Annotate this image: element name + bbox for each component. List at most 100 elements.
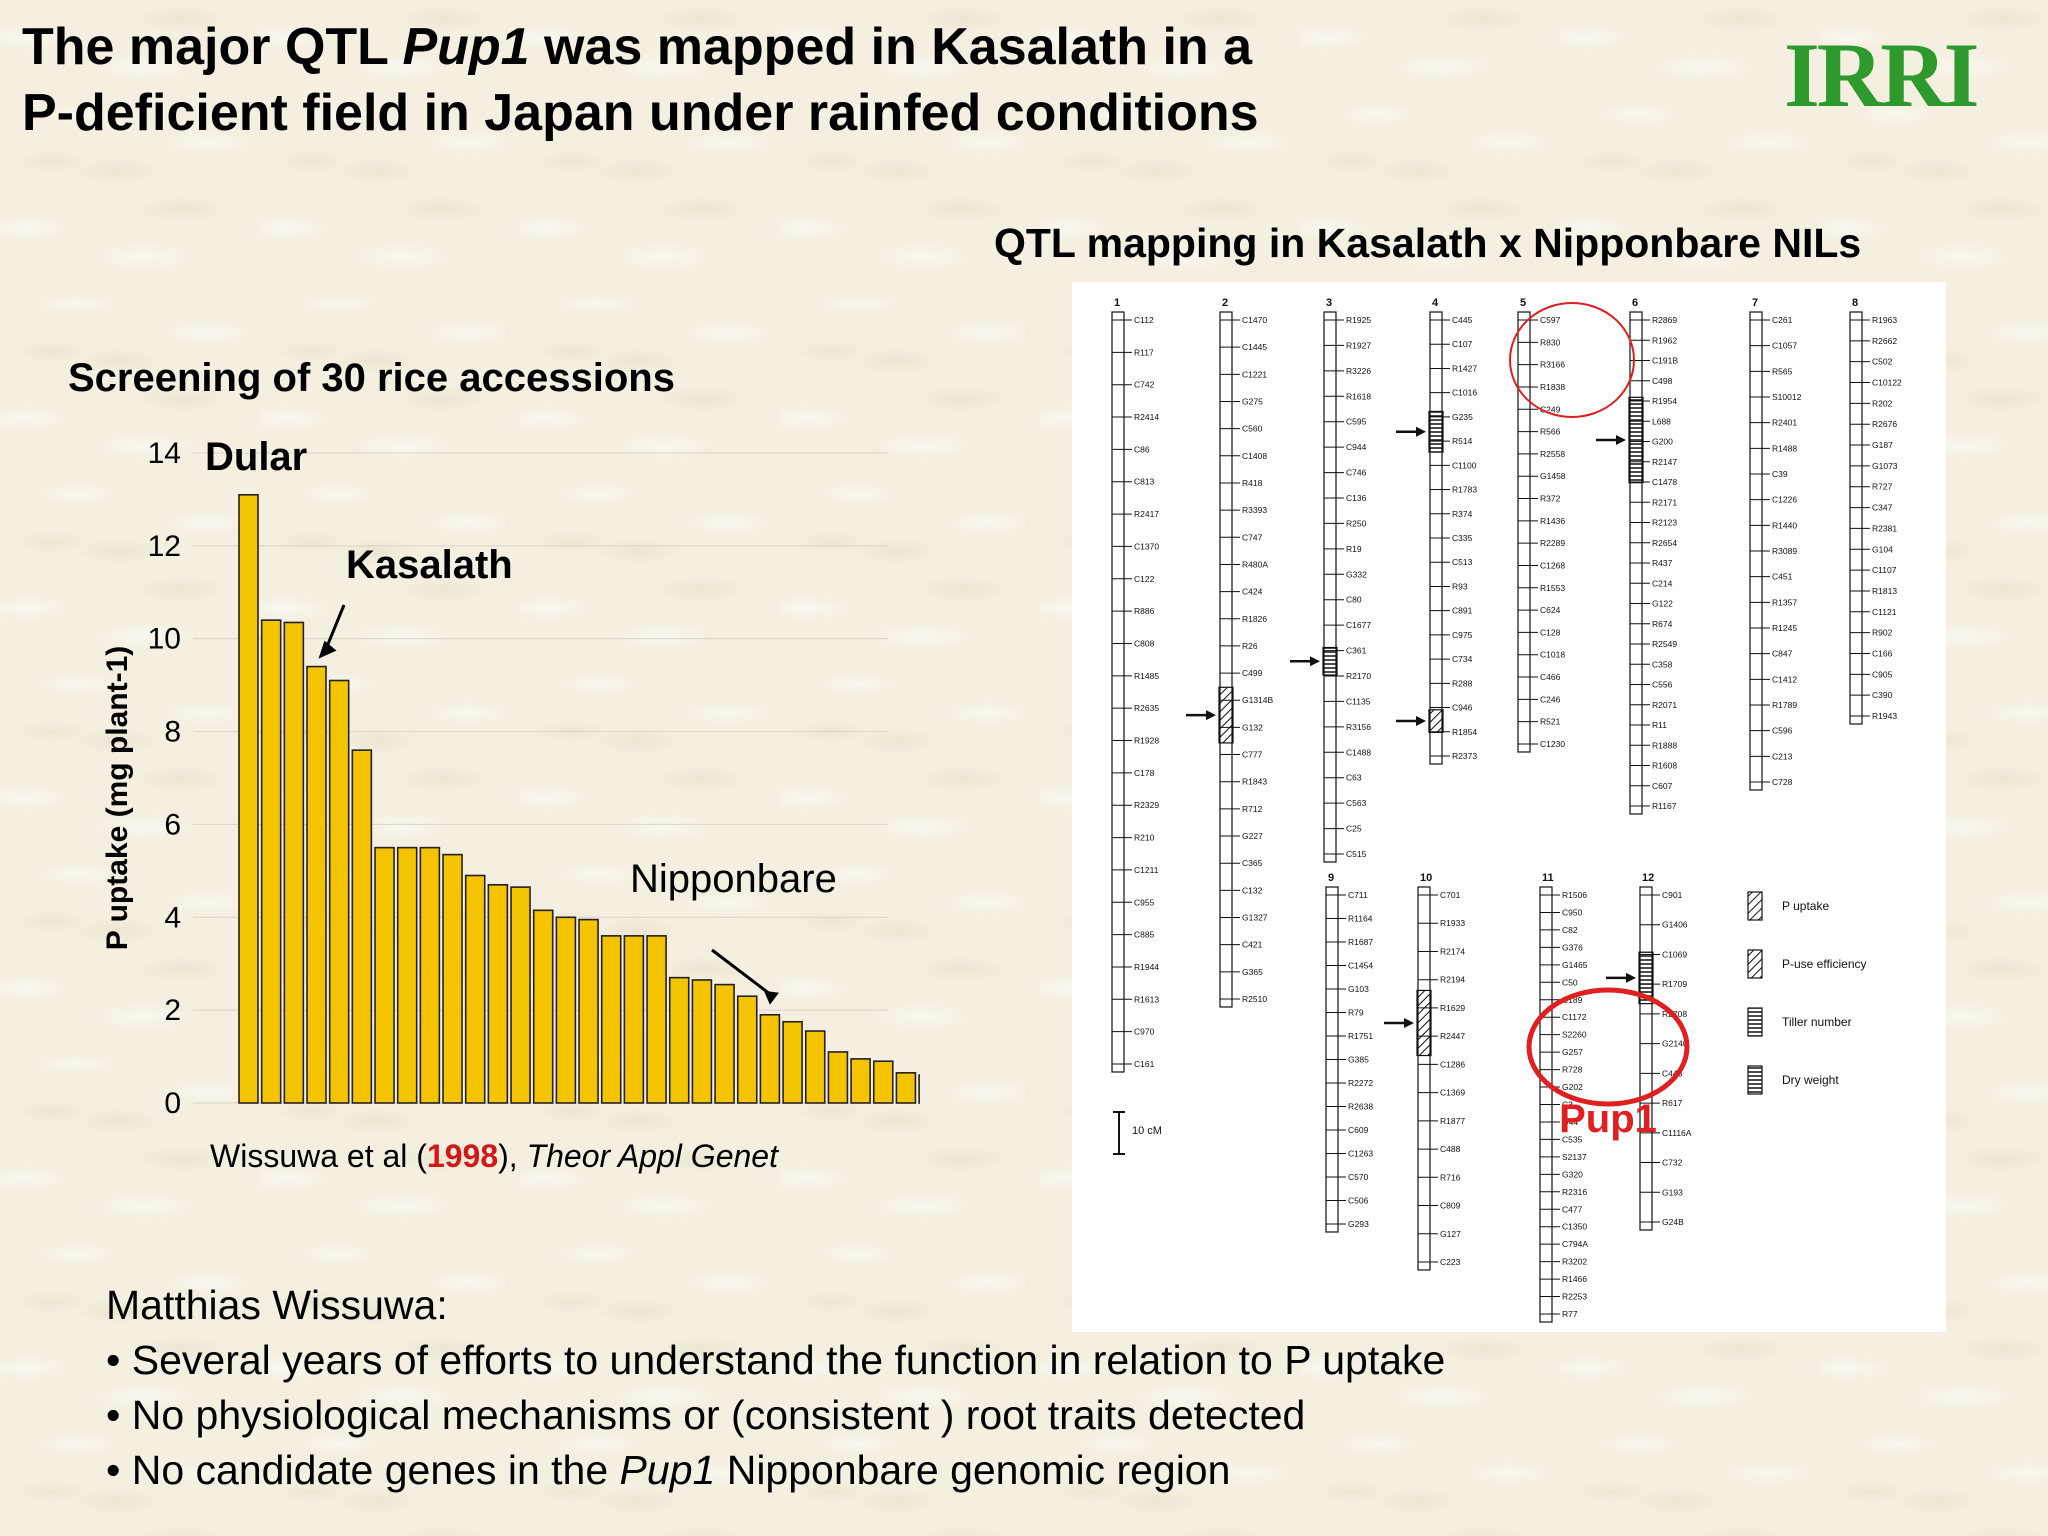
qtl-map-heading: QTL mapping in Kasalath x Nipponbare NIL… bbox=[994, 220, 1862, 266]
marker-label: C535 bbox=[1562, 1134, 1583, 1144]
marker-label: R1427 bbox=[1452, 363, 1477, 373]
marker-label: R1843 bbox=[1242, 777, 1267, 787]
marker-label: C513 bbox=[1452, 557, 1473, 567]
qtl-arrowhead bbox=[1206, 710, 1216, 721]
marker-label: C556 bbox=[1652, 680, 1673, 690]
marker-label: R2662 bbox=[1872, 336, 1897, 346]
chromosome-number: 12 bbox=[1642, 872, 1654, 884]
bar bbox=[668, 976, 690, 1104]
marker-label: R1963 bbox=[1872, 315, 1897, 325]
marker-label: R2194 bbox=[1440, 975, 1465, 985]
summary-bullets: Matthias Wissuwa: • Several years of eff… bbox=[106, 1278, 1445, 1498]
marker-label: R1928 bbox=[1134, 736, 1159, 746]
marker-label: S10012 bbox=[1772, 392, 1802, 402]
bar bbox=[578, 918, 599, 1104]
marker-label: C1226 bbox=[1772, 495, 1797, 505]
marker-label: R2549 bbox=[1652, 639, 1677, 649]
marker-label: C1677 bbox=[1346, 620, 1371, 630]
marker-label: R1927 bbox=[1346, 340, 1371, 350]
marker-label: C445 bbox=[1452, 315, 1473, 325]
legend-swatch bbox=[1747, 891, 1763, 921]
qtl-arrowhead bbox=[1416, 426, 1426, 437]
bar bbox=[555, 916, 577, 1104]
marker-label: R1888 bbox=[1652, 740, 1677, 750]
marker-label: R2253 bbox=[1562, 1292, 1587, 1302]
marker-label: G1406 bbox=[1662, 920, 1688, 930]
marker-label: R2381 bbox=[1872, 523, 1897, 533]
marker-label: C361 bbox=[1346, 646, 1367, 656]
marker-label: C570 bbox=[1348, 1172, 1369, 1182]
bar bbox=[487, 883, 509, 1104]
marker-label: C732 bbox=[1662, 1158, 1683, 1168]
marker-label: R117 bbox=[1134, 347, 1154, 357]
marker-label: G44 bbox=[1562, 1117, 1578, 1127]
qtl-segment bbox=[1428, 410, 1444, 453]
marker-label: R288 bbox=[1452, 678, 1473, 688]
marker-label: C742 bbox=[1134, 380, 1155, 390]
marker-label: R2272 bbox=[1348, 1078, 1373, 1088]
bar bbox=[283, 621, 305, 1104]
pup1-label: Pup1 bbox=[1559, 1097, 1657, 1141]
marker-label: C161 bbox=[1134, 1059, 1155, 1069]
marker-label: C1369 bbox=[1440, 1088, 1465, 1098]
bar bbox=[736, 995, 758, 1104]
marker-label: R1488 bbox=[1772, 443, 1797, 453]
marker-label: R2654 bbox=[1652, 538, 1677, 548]
qtl-segment bbox=[1416, 989, 1432, 1057]
marker-label: C1412 bbox=[1772, 674, 1797, 684]
marker-label: R1167 bbox=[1652, 801, 1677, 811]
marker-label: C1135 bbox=[1346, 696, 1371, 706]
nipponbare-arrow bbox=[711, 948, 772, 996]
qtl-arrowhead bbox=[1404, 1017, 1414, 1028]
bar bbox=[419, 846, 441, 1104]
marker-label: R902 bbox=[1872, 628, 1893, 638]
marker-label: C955 bbox=[1134, 897, 1155, 907]
bar bbox=[464, 874, 486, 1104]
marker-label: C1370 bbox=[1134, 541, 1159, 551]
marker-label: R2373 bbox=[1452, 751, 1477, 761]
marker-label: C1478 bbox=[1652, 477, 1677, 487]
marker-label: R1954 bbox=[1652, 396, 1677, 406]
marker-label: R1440 bbox=[1772, 520, 1797, 530]
marker-label: C808 bbox=[1134, 638, 1155, 648]
chromosome-bar bbox=[1639, 886, 1653, 1231]
chromosome-number: 2 bbox=[1222, 297, 1228, 309]
marker-label: G202 bbox=[1562, 1082, 1583, 1092]
marker-label: C747 bbox=[1242, 532, 1263, 542]
qtl-map-figure: 1 C112 R117 C742 R2414 C86 C813 R2417 C1370 C122 R… bbox=[1072, 282, 1946, 1332]
title-line-1: The major QTL Pup1 was mapped in Kasalat… bbox=[22, 18, 1253, 76]
marker-label: R1613 bbox=[1134, 994, 1159, 1004]
marker-label: R26 bbox=[1242, 641, 1258, 651]
marker-label: R3226 bbox=[1346, 366, 1371, 376]
marker-label: C515 bbox=[1346, 849, 1367, 859]
marker-label: C701 bbox=[1440, 890, 1461, 900]
marker-label: R11 bbox=[1652, 720, 1667, 730]
marker-label: R1466 bbox=[1562, 1274, 1587, 1284]
marker-label: R1709 bbox=[1662, 979, 1687, 989]
marker-label: C711 bbox=[1348, 890, 1368, 900]
marker-label: C1116A bbox=[1662, 1128, 1692, 1138]
y-tick-label: 14 bbox=[148, 437, 181, 470]
bar bbox=[600, 935, 622, 1104]
marker-label: C944 bbox=[1346, 442, 1367, 452]
marker-label: C424 bbox=[1242, 587, 1263, 597]
annotation-dular: Dular bbox=[205, 435, 307, 479]
marker-label: G365 bbox=[1242, 967, 1263, 977]
bullet-2: • No physiological mechanisms or (consis… bbox=[106, 1392, 1306, 1438]
bar bbox=[306, 665, 327, 1104]
marker-label: C901 bbox=[1662, 890, 1683, 900]
marker-label: R2510 bbox=[1242, 994, 1267, 1004]
marker-label: C128 bbox=[1540, 627, 1561, 637]
marker-label: C249 bbox=[1540, 404, 1561, 414]
marker-label: R1751 bbox=[1348, 1031, 1373, 1041]
marker-label: R77 bbox=[1562, 1309, 1578, 1319]
marker-label: R2171 bbox=[1652, 497, 1677, 507]
annotation-nipponbare: Nipponbare bbox=[630, 857, 837, 901]
marker-label: R1553 bbox=[1540, 583, 1565, 593]
bar bbox=[260, 619, 282, 1104]
marker-label: S2137 bbox=[1562, 1152, 1587, 1162]
marker-label: C213 bbox=[1772, 751, 1793, 761]
marker-label: G1465 bbox=[1562, 960, 1588, 970]
marker-label: R1164 bbox=[1348, 914, 1373, 924]
marker-label: C891 bbox=[1452, 606, 1473, 616]
